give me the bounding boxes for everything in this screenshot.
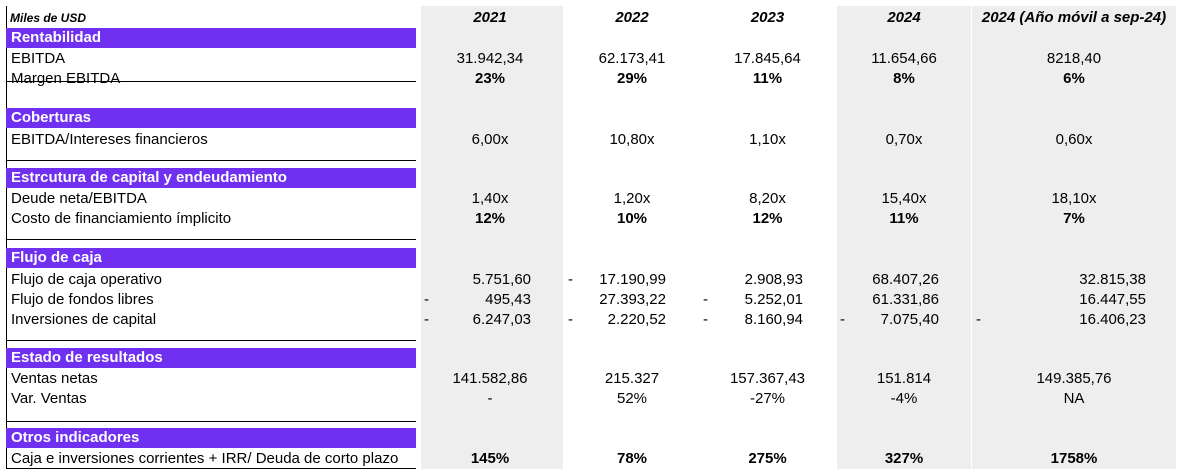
- value-cell: 12%: [752, 210, 783, 227]
- left-border: [6, 6, 7, 469]
- row-label-var-ventas: Var. Ventas: [11, 390, 87, 407]
- value-cell: 29%: [616, 70, 648, 87]
- section-header-estructura: Estrcutura de capital y endeudamiento: [6, 168, 416, 188]
- value-cell: -: [487, 390, 493, 407]
- value-cell: 6.247,03: [472, 311, 531, 328]
- value-cell: 6,00x: [471, 131, 509, 148]
- value-cell: 5.751,60: [472, 271, 531, 288]
- column-bg-2022: [421, 6, 563, 469]
- value-cell: 62.173,41: [598, 50, 666, 67]
- value-cell: 327%: [884, 450, 924, 467]
- value-cell: 27.393,22: [599, 291, 666, 308]
- value-cell: 32.815,38: [1079, 271, 1146, 288]
- value-cell: 157.367,43: [729, 370, 806, 387]
- column-bg-2024-ytd: [972, 6, 1176, 469]
- value-cell: 495,43: [485, 291, 531, 308]
- value-cell: 141.582,86: [452, 370, 528, 387]
- value-cell: 149.385,76: [1036, 370, 1112, 387]
- value-cell: 0,70x: [885, 131, 923, 148]
- value-cell: 1,20x: [613, 190, 651, 207]
- year-header-2024: 2024: [887, 9, 921, 26]
- value-cell: -4%: [890, 390, 918, 407]
- negative-sign: -: [703, 291, 708, 308]
- year-header-2021: 2021: [473, 9, 507, 26]
- row-label-ebitda: EBITDA: [11, 50, 66, 67]
- separator-line: [6, 81, 416, 82]
- row-label-flujo-fondos-libres: Flujo de fondos libres: [11, 291, 154, 308]
- value-cell: -27%: [749, 390, 786, 407]
- separator-line: [6, 239, 416, 240]
- value-cell: 0,60x: [1055, 131, 1093, 148]
- separator-line: [6, 468, 416, 469]
- row-label-costo-financiamiento: Costo de financiamiento ímplicito: [11, 210, 232, 227]
- column-bg-2024: [837, 6, 971, 469]
- row-label-flujo-operativo: Flujo de caja operativo: [11, 271, 162, 288]
- financial-table: Miles de USD 2021 2022 2023 2024 2024 (A…: [6, 6, 1176, 469]
- value-cell: 18,10x: [1051, 190, 1097, 207]
- value-cell: 17.190,99: [599, 271, 666, 288]
- value-cell: 215.327: [604, 370, 660, 387]
- section-header-coberturas: Coberturas: [6, 108, 416, 128]
- value-cell: 12%: [474, 210, 506, 227]
- value-cell: 1,10x: [749, 131, 786, 148]
- value-cell: 15,40x: [881, 190, 927, 207]
- row-label-caja-inversiones: Caja e inversiones corrientes + IRR/ Deu…: [11, 450, 399, 467]
- value-cell: 61.331,86: [872, 291, 939, 308]
- value-cell: 10,80x: [609, 131, 655, 148]
- value-cell: 31.942,34: [456, 50, 524, 67]
- negative-sign: -: [568, 271, 573, 288]
- value-cell: 78%: [616, 450, 648, 467]
- value-cell: 11%: [889, 210, 919, 227]
- negative-sign: -: [840, 311, 845, 328]
- negative-sign: -: [703, 311, 708, 328]
- row-label-ebitda-intereses: EBITDA/Intereses financieros: [11, 131, 208, 148]
- value-cell: 8,20x: [749, 190, 786, 207]
- value-cell: 5.252,01: [744, 291, 803, 308]
- negative-sign: -: [976, 311, 981, 328]
- row-label-deuda-neta: Deude neta/EBITDA: [11, 190, 147, 207]
- value-cell: 6%: [1063, 70, 1085, 87]
- value-cell: 52%: [616, 390, 648, 407]
- negative-sign: -: [424, 311, 429, 328]
- value-cell: 7%: [1063, 210, 1085, 227]
- value-cell: NA: [1063, 390, 1085, 407]
- value-cell: 17.845,64: [734, 50, 801, 67]
- row-label-inversiones-capital: Inversiones de capital: [11, 311, 157, 328]
- value-cell: 145%: [470, 450, 510, 467]
- value-cell: 151.814: [876, 370, 932, 387]
- value-cell: 10%: [616, 210, 648, 227]
- value-cell: 16.406,23: [1079, 311, 1146, 328]
- section-header-otros: Otros indicadores: [6, 428, 416, 448]
- row-label-margen-ebitda: Margen EBITDA: [11, 70, 121, 87]
- negative-sign: -: [568, 311, 573, 328]
- separator-line: [6, 340, 416, 341]
- value-cell: 1758%: [1050, 450, 1098, 467]
- value-cell: 16.447,55: [1079, 291, 1146, 308]
- year-header-2024-ytd: 2024 (Año móvil a sep-24): [981, 9, 1167, 26]
- separator-line: [6, 421, 416, 422]
- value-cell: 1,40x: [471, 190, 509, 207]
- value-cell: 275%: [748, 450, 787, 467]
- value-cell: 2.908,93: [744, 271, 803, 288]
- value-cell: 23%: [474, 70, 506, 87]
- year-header-2023: 2023: [750, 9, 785, 26]
- units-label: Miles de USD: [10, 11, 87, 25]
- section-header-rentabilidad: Rentabilidad: [6, 28, 416, 48]
- value-cell: 11.654,66: [871, 50, 937, 67]
- value-cell: 8218,40: [1046, 50, 1102, 67]
- value-cell: 8.160,94: [744, 311, 803, 328]
- negative-sign: -: [424, 291, 429, 308]
- row-label-ventas-netas: Ventas netas: [11, 370, 98, 387]
- value-cell: 11%: [752, 70, 783, 87]
- value-cell: 68.407,26: [872, 271, 939, 288]
- value-cell: 8%: [893, 70, 915, 87]
- value-cell: 2.220,52: [607, 311, 666, 328]
- section-header-flujo: Flujo de caja: [6, 248, 416, 268]
- separator-line: [6, 160, 416, 161]
- value-cell: 7.075,40: [880, 311, 939, 328]
- section-header-resultados: Estado de resultados: [6, 348, 416, 368]
- year-header-2022: 2022: [615, 9, 649, 26]
